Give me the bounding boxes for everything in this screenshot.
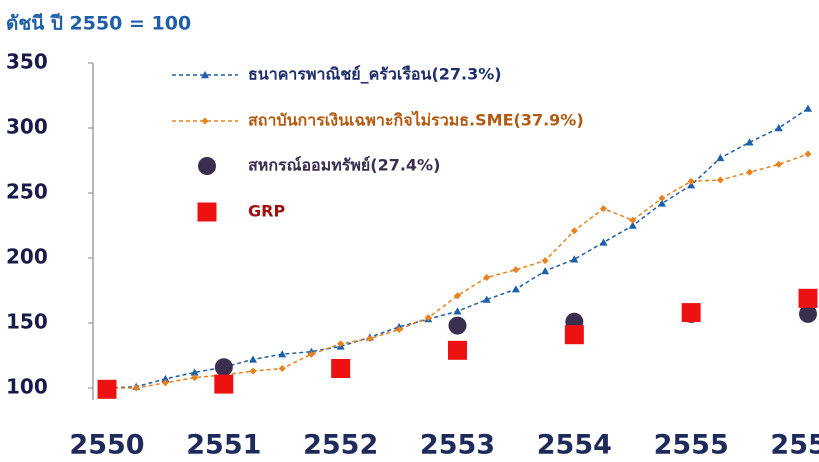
x-tick-label: 2551: [186, 430, 261, 461]
x-tick-label: 2556: [770, 430, 819, 461]
legend-label: สถาบันการเงินเฉพาะกิจไม่รวมธ.SME(37.9%): [248, 111, 584, 130]
data-point: [716, 176, 724, 184]
data-point: [658, 194, 666, 202]
data-point: [214, 374, 234, 394]
data-point: [687, 177, 695, 185]
data-point: [483, 274, 491, 281]
data-point: [453, 307, 462, 315]
x-tick-label: 2550: [69, 430, 144, 461]
data-point: [307, 350, 315, 358]
data-point: [511, 285, 520, 293]
x-tick-label: 2552: [303, 430, 378, 461]
data-point: [628, 221, 637, 229]
y-tick-label: 100: [6, 375, 48, 399]
data-point: [657, 199, 666, 207]
data-point: [746, 168, 754, 176]
data-point: [331, 359, 351, 378]
data-point: [214, 358, 233, 377]
data-point: [599, 238, 608, 246]
legend-label: สหกรณ์ออมทรัพย์(27.4%): [248, 156, 440, 175]
legend-label: ธนาคารพาณิชย์_ครัวเรือน(27.3%): [248, 65, 502, 84]
data-point: [798, 288, 818, 308]
data-point: [512, 266, 520, 274]
data-point: [745, 138, 754, 146]
data-point: [600, 205, 608, 213]
x-tick-label: 2553: [420, 430, 495, 461]
data-point: [249, 355, 258, 363]
data-point: [681, 303, 701, 323]
chart-subtitle: ดัชนี ปี 2550 = 100: [6, 13, 191, 35]
data-point: [799, 304, 817, 323]
data-point: [570, 227, 578, 235]
data-point: [448, 316, 467, 335]
data-point: [161, 379, 169, 387]
data-point: [395, 326, 403, 333]
data-point: [132, 384, 140, 392]
legend-label: GRP: [248, 202, 285, 221]
data-point: [161, 374, 170, 383]
legend-marker: [201, 117, 209, 125]
x-tick-label: 2554: [537, 430, 612, 461]
y-tick-label: 200: [6, 245, 48, 269]
y-tick-label: 300: [6, 115, 48, 139]
data-point: [482, 295, 491, 303]
data-point: [191, 374, 199, 382]
data-point: [541, 267, 550, 275]
data-point: [454, 292, 461, 300]
data-point: [249, 367, 257, 375]
legend-marker: [201, 71, 209, 79]
data-point: [190, 368, 199, 376]
data-point: [337, 340, 345, 348]
y-tick-label: 250: [6, 180, 48, 204]
data-point: [804, 150, 812, 158]
data-point: [804, 104, 812, 112]
data-point: [448, 340, 467, 360]
data-point: [775, 160, 783, 168]
x-tick-label: 2555: [654, 430, 729, 461]
data-point: [424, 314, 432, 322]
data-point: [716, 153, 725, 162]
y-tick-label: 150: [6, 310, 48, 334]
data-point: [774, 124, 783, 132]
data-point: [629, 216, 637, 224]
legend-marker: [197, 202, 217, 222]
data-point: [564, 325, 584, 345]
data-point: [541, 257, 549, 265]
data-point: [366, 335, 374, 343]
legend-marker: [198, 157, 216, 175]
data-point: [278, 365, 286, 372]
data-point: [97, 379, 117, 399]
data-point: [570, 255, 579, 263]
y-tick-label: 350: [6, 50, 48, 74]
data-point: [278, 350, 287, 358]
